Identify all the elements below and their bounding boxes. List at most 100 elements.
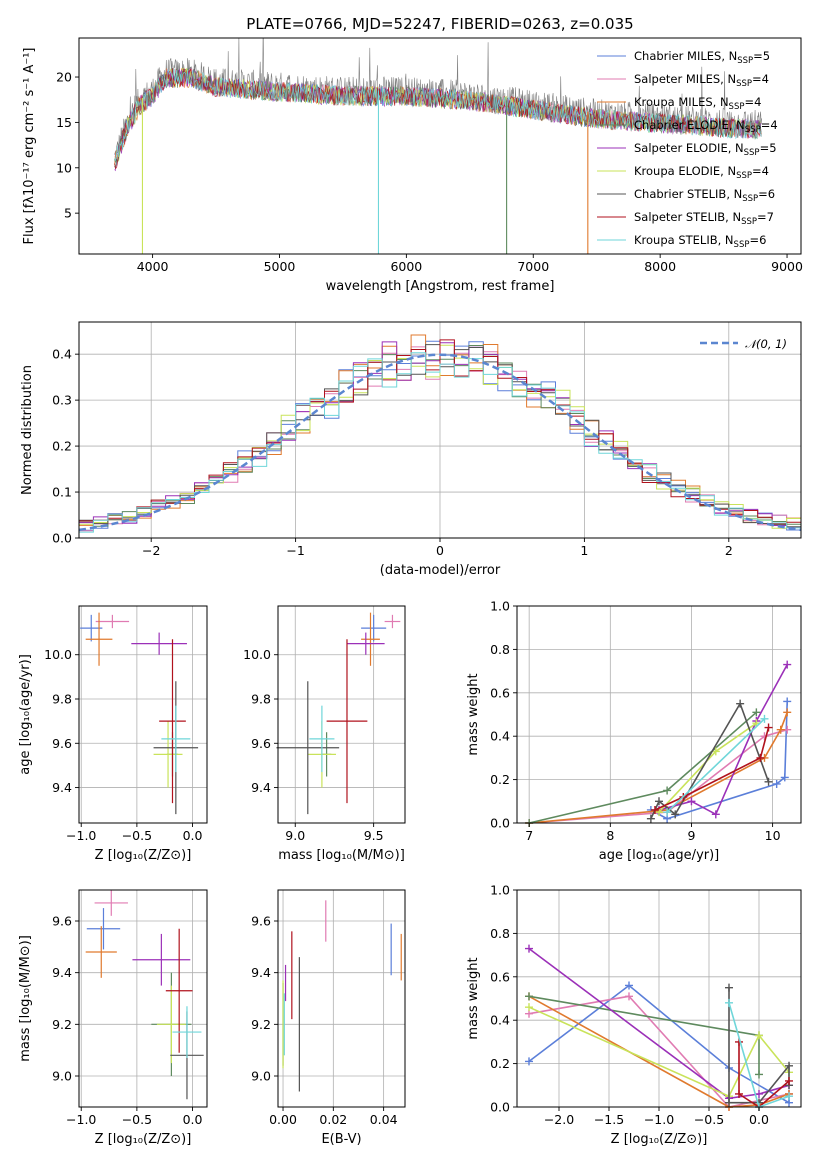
y-tick-label: 0.2 [490,772,510,787]
x-tick-label: 5000 [264,259,296,274]
legend-subscript: SSP [736,79,752,89]
legend-label: Salpeter ELODIE, NSSP=5 [634,141,777,158]
error-bar-point [131,632,187,655]
plot-area [79,890,207,1107]
x-axis-label: Z [log₁₀(Z/Z⊙)] [611,1132,708,1147]
y-tick-label: 9.6 [52,914,72,929]
legend-subscript: SSP [737,56,753,66]
legend-series-name: Chabrier MILES, N [634,49,737,63]
weight-marker [785,1076,793,1085]
y-tick-label: 0.6 [490,969,510,984]
axes-frame [78,37,802,255]
y-axis-label: Normed distribution [20,365,35,495]
weight-marker [760,732,769,741]
y-tick-label: 9.2 [251,1017,271,1032]
normal-curve [78,353,802,532]
y-tick-label: 0.4 [52,347,72,362]
legend-ssp-count: =5 [753,49,770,63]
weight-marker [687,797,696,806]
error-bar-point [153,721,183,788]
y-tick-label: 9.6 [251,914,271,929]
legend-series-name: Kroupa MILES, N [634,95,729,109]
y-tick-label: 0.4 [490,1013,510,1028]
error-bar-point [132,933,191,986]
weight-marker [752,708,761,717]
weight-marker [663,808,672,817]
x-axis-label: (data-model)/error [380,563,501,578]
legend-subscript: SSP [742,194,758,204]
legend-series-name: Salpeter ELODIE, N [634,141,744,155]
x-axis-label: Z [log₁₀(Z/Z⊙)] [95,848,192,863]
error-bar-point [86,908,121,950]
y-tick-label: 5 [64,206,72,221]
weight-marker [780,773,789,782]
error-bar-point [85,926,117,978]
error-bar-point [384,614,401,629]
error-bar-point [309,705,335,773]
weight-line [666,718,766,813]
y-tick-label: 10 [56,160,72,175]
x-tick-label: 0.0 [183,828,203,843]
weight-marker [785,1092,793,1101]
weight-marker [756,753,765,762]
x-tick-label: −1 [286,543,304,558]
weight-marker [525,1003,533,1012]
legend-label: Kroupa STELIB, NSSP=6 [634,233,766,250]
legend-series-name: Salpeter MILES, N [634,72,736,86]
weight-marker [783,708,792,717]
x-tick-label: −0.5 [122,828,152,843]
x-axis-label: mass [log₁₀(M/M⊙)] [278,848,405,863]
y-tick-label: 20 [56,70,72,85]
weight-marker [646,814,655,823]
y-tick-label: 10.0 [243,647,271,662]
weight-marker [755,1089,763,1098]
weight-marker [783,697,792,706]
plot-area [517,889,801,1111]
x-tick-label: 7 [525,828,533,843]
weight-marker [625,981,633,990]
weight-marker [764,723,773,732]
legend-label: Kroupa MILES, NSSP=4 [634,95,761,112]
error-bar-point [361,612,380,666]
y-tick-label: 9.0 [52,1069,72,1084]
legend-subscript: SSP [729,102,745,112]
weight-marker [725,983,733,992]
weight-line [528,947,790,1100]
legend-label: Kroupa ELODIE, NSSP=4 [634,164,769,181]
y-tick-label: 0.2 [52,439,72,454]
plot-area [278,890,405,1107]
x-tick-label: 4000 [137,259,169,274]
x-tick-label: 8000 [644,259,676,274]
error-bar-point [94,890,128,916]
plot-area [79,606,207,823]
weight-marker [650,805,659,814]
legend-ssp-count: =4 [761,118,778,132]
legend-subscript: SSP [745,125,761,135]
x-tick-label: 9000 [771,259,803,274]
weight-marker [671,810,680,819]
y-tick-label: 0.6 [490,685,510,700]
weight-vs-age-panel: 7 8 9 10 0.0 0.2 0.4 0.6 0.8 1.0 age [log₁₀(age/yr… [466,599,802,863]
legend-label: Chabrier ELODIE, NSSP=4 [634,118,778,135]
plot-area [517,605,801,827]
error-bar-point [85,612,113,666]
axes-frame [78,605,208,824]
legend-subscript: SSP [744,148,760,158]
error-bar-point [361,614,387,642]
weight-marker [711,747,720,756]
legend-ssp-count: =7 [757,210,774,224]
figure-title: PLATE=0766, MJD=52247, FIBERID=0263, z=0… [246,15,633,33]
model-spectrum-line [114,68,762,162]
legend-series-name: Kroupa STELIB, N [634,233,734,247]
x-tick-label: −1.0 [66,1112,96,1127]
y-axis-label: mass [log₁₀(M/M⊙)] [18,935,33,1062]
y-tick-label: 0.2 [490,1056,510,1071]
x-tick-label: 0.04 [370,1112,398,1127]
legend-series-name: Salpeter STELIB, N [634,210,741,224]
x-tick-label: 9 [687,828,695,843]
residuals-histogram-panel: −2 −1 0 1 2 0.0 0.1 0.2 0.3 0.4 (data-model)/error… [20,321,802,578]
x-tick-label: 9.0 [285,828,305,843]
y-axis-label: age [log₁₀(age/yr)] [18,654,33,775]
age-vs-metallicity-panel: −1.0 −0.5 0.0 9.4 9.6 9.8 10.0 Z [log₁₀(Z/Z⊙)] a… [18,605,208,863]
